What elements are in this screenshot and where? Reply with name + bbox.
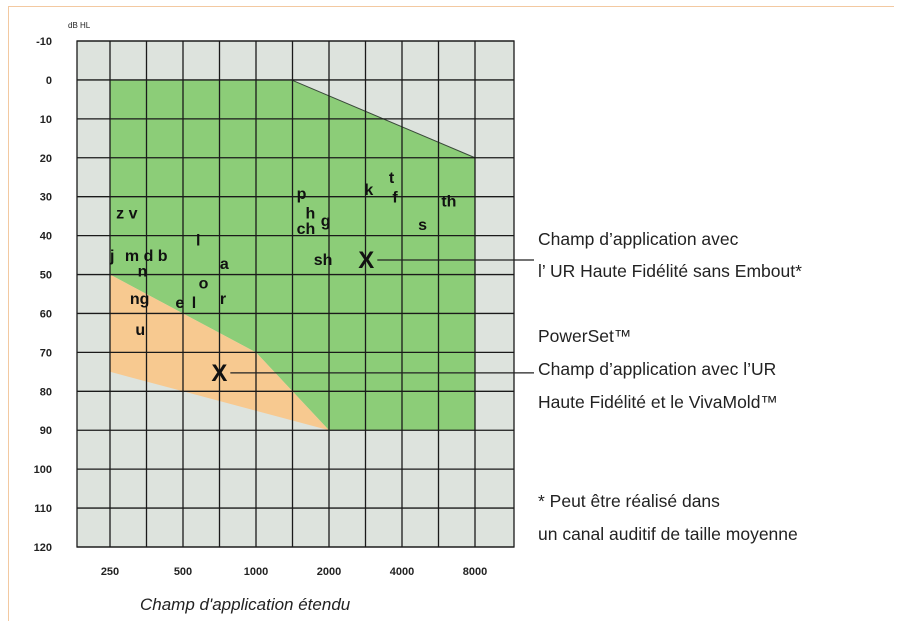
speech-sound-label: a [220, 256, 229, 273]
marker-x: X [211, 360, 227, 387]
annotation-line: un canal auditif de taille moyenne [538, 524, 798, 544]
speech-sound-label: f [392, 190, 398, 207]
speech-sound-label: t [389, 170, 395, 187]
annotation-line: Haute Fidélité et le VivaMold™ [538, 392, 778, 412]
leader-lines [230, 259, 534, 374]
x-tick-label: 2000 [317, 566, 341, 578]
y-tick-label: 80 [40, 386, 52, 398]
speech-sound-label: s [418, 217, 427, 234]
speech-sound-label: r [220, 291, 226, 308]
speech-sound-label: g [321, 213, 331, 230]
y-tick-label: 120 [34, 542, 52, 554]
speech-sound-label: th [441, 194, 456, 211]
y-tick-label: 10 [40, 114, 52, 126]
y-tick-labels: -10 0 10 20 30 40 50 60 70 80 90 100 110 120 [34, 36, 52, 554]
y-tick-label: -10 [36, 36, 52, 48]
marker-x: X [358, 247, 374, 274]
y-tick-label: 30 [40, 192, 52, 204]
y-unit-label: dB HL [68, 21, 91, 30]
annotation-powerset: PowerSet™ Champ d’application avec l’UR … [538, 326, 781, 412]
speech-sound-label: m d b [125, 248, 168, 265]
x-tick-label: 250 [101, 566, 119, 578]
y-tick-label: 20 [40, 153, 52, 165]
plot-border [76, 40, 515, 548]
speech-sound-label: e [175, 295, 184, 312]
speech-sound-label: o [199, 275, 209, 292]
y-tick-label: 90 [40, 425, 52, 437]
speech-sound-label: l [192, 295, 196, 312]
annotation-line: PowerSet™ [538, 326, 631, 346]
x-tick-label: 500 [174, 566, 192, 578]
speech-sound-label: u [135, 322, 145, 339]
y-tick-label: 60 [40, 308, 52, 320]
speech-sound-label: sh [314, 252, 333, 269]
speech-sound-label: n [138, 264, 148, 281]
annotation-footnote: * Peut être réalisé dans un canal auditi… [538, 491, 798, 544]
x-tick-labels: 250 500 1000 2000 4000 8000 [101, 566, 487, 578]
x-tick-label: 4000 [390, 566, 414, 578]
y-tick-label: 110 [34, 503, 52, 515]
speech-sound-label: ch [297, 221, 316, 238]
speech-sound-label: h [305, 205, 315, 222]
chart-grid [76, 40, 515, 548]
speech-sound-label: ng [130, 291, 150, 308]
y-tick-label: 100 [34, 464, 52, 476]
speech-sound-label: l [196, 233, 200, 250]
figure-frame [8, 6, 894, 621]
speech-sound-label: j [109, 248, 114, 265]
annotation-line: * Peut être réalisé dans [538, 491, 720, 511]
speech-sound-label: z v [116, 205, 137, 222]
x-tick-label: 1000 [244, 566, 268, 578]
y-tick-label: 70 [40, 347, 52, 359]
x-axis-label: Champ d'application étendu [140, 595, 351, 614]
speech-sound-label: k [364, 182, 373, 199]
annotation-line: Champ d’application avec l’UR [538, 359, 776, 379]
annotation-hf-no-earmold: Champ d’application avec l’ UR Haute Fid… [538, 229, 802, 281]
markers: XX [211, 247, 374, 387]
speech-sound-label: p [297, 186, 307, 203]
y-tick-label: 0 [46, 75, 52, 87]
annotation-line: Champ d’application avec [538, 229, 739, 249]
x-tick-label: 8000 [463, 566, 487, 578]
y-tick-label: 50 [40, 270, 52, 282]
annotation-line: l’ UR Haute Fidélité sans Embout* [538, 261, 802, 281]
y-tick-label: 40 [40, 231, 52, 243]
